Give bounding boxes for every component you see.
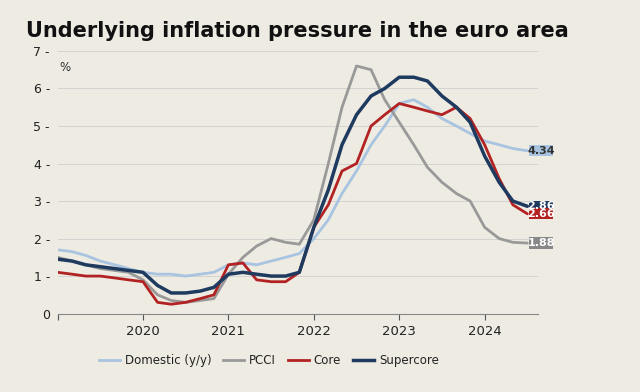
Text: %: % (60, 61, 70, 74)
Bar (529, 238, 553, 249)
Text: 4.34: 4.34 (527, 146, 555, 156)
Title: Underlying inflation pressure in the euro area: Underlying inflation pressure in the eur… (26, 21, 569, 41)
Bar (529, 145, 553, 156)
Text: 2.66: 2.66 (527, 209, 555, 219)
Legend: Domestic (y/y), PCCI, Core, Supercore: Domestic (y/y), PCCI, Core, Supercore (99, 354, 439, 367)
Text: 1.88: 1.88 (527, 238, 555, 248)
Bar (529, 201, 553, 212)
Text: 2.86: 2.86 (527, 201, 555, 211)
Bar (529, 208, 553, 220)
